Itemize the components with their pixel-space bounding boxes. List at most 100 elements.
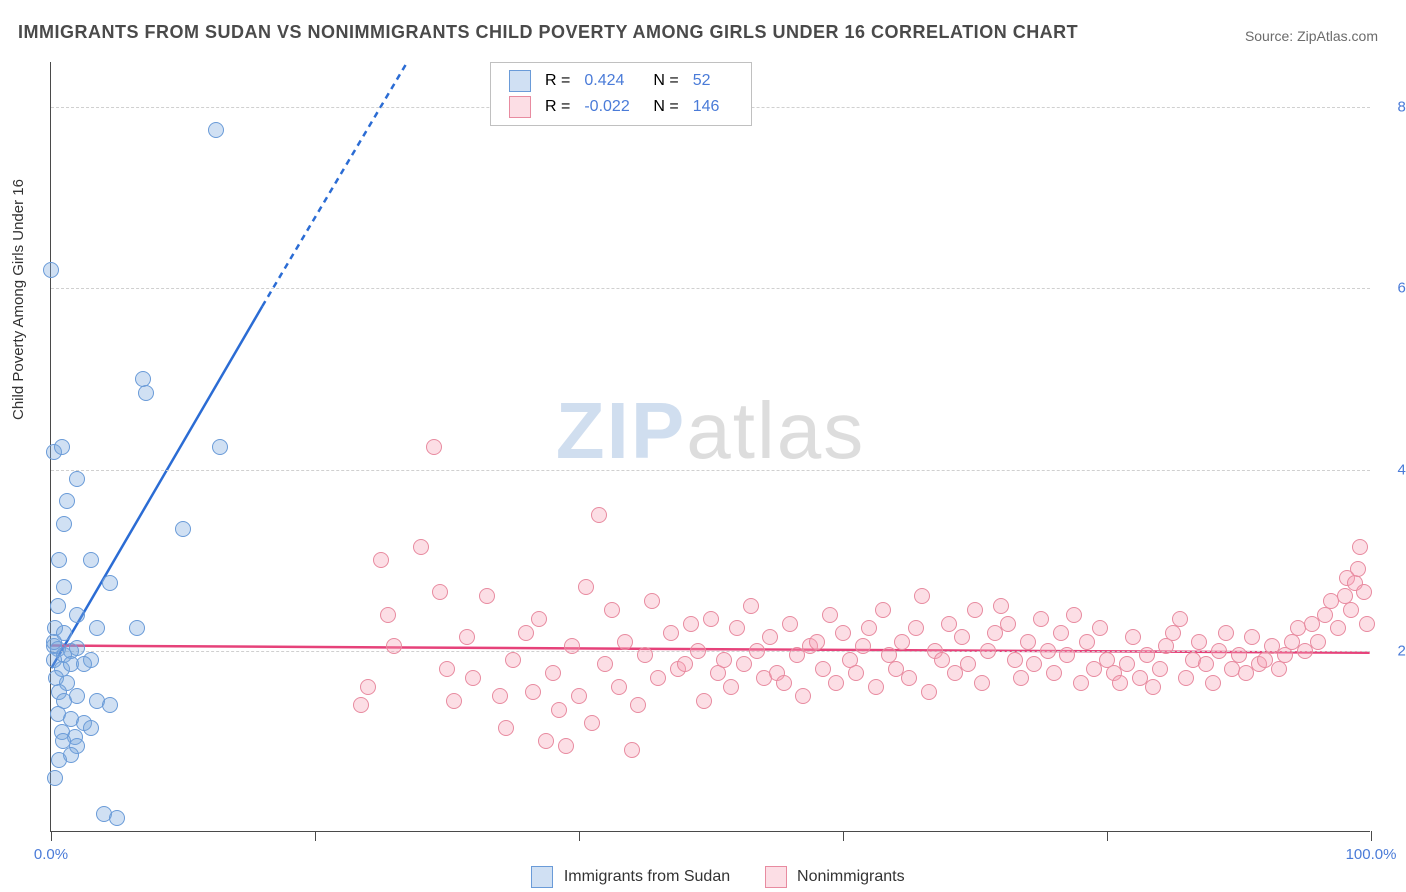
data-point — [1139, 647, 1155, 663]
x-tick — [315, 831, 316, 841]
data-point — [736, 656, 752, 672]
data-point — [432, 584, 448, 600]
series-legend: Immigrants from Sudan Nonimmigrants — [0, 866, 1406, 888]
data-point — [749, 643, 765, 659]
data-point — [175, 521, 191, 537]
data-point — [743, 598, 759, 614]
data-point — [637, 647, 653, 663]
data-point — [373, 552, 389, 568]
data-point — [1040, 643, 1056, 659]
data-point — [1000, 616, 1016, 632]
legend-r-label: R = — [539, 69, 576, 93]
y-tick-label: 20.0% — [1380, 642, 1406, 659]
data-point — [46, 634, 62, 650]
y-tick-label: 40.0% — [1380, 461, 1406, 478]
data-point — [1119, 656, 1135, 672]
data-point — [782, 616, 798, 632]
watermark-zip: ZIP — [556, 386, 686, 475]
gridline — [51, 470, 1370, 471]
data-point — [1244, 629, 1260, 645]
data-point — [56, 579, 72, 595]
data-point — [498, 720, 514, 736]
data-point — [591, 507, 607, 523]
data-point — [941, 616, 957, 632]
data-point — [683, 616, 699, 632]
y-tick-label: 80.0% — [1380, 99, 1406, 116]
data-point — [835, 625, 851, 641]
data-point — [828, 675, 844, 691]
data-point — [644, 593, 660, 609]
x-tick — [1371, 831, 1372, 841]
data-point — [1231, 647, 1247, 663]
data-point — [663, 625, 679, 641]
data-point — [822, 607, 838, 623]
data-point — [1092, 620, 1108, 636]
data-point — [604, 602, 620, 618]
data-point — [809, 634, 825, 650]
legend-n-value-2: 146 — [687, 95, 739, 119]
data-point — [875, 602, 891, 618]
data-point — [439, 661, 455, 677]
correlation-legend: R = 0.424 N = 52 R = -0.022 N = 146 — [490, 62, 752, 126]
data-point — [1013, 670, 1029, 686]
legend-label-series2: Nonimmigrants — [797, 868, 905, 885]
data-point — [69, 607, 85, 623]
data-point — [921, 684, 937, 700]
data-point — [630, 697, 646, 713]
data-point — [386, 638, 402, 654]
x-tick-label: 100.0% — [1346, 846, 1397, 863]
data-point — [1033, 611, 1049, 627]
data-point — [848, 665, 864, 681]
data-point — [584, 715, 600, 731]
data-point — [102, 697, 118, 713]
data-point — [208, 122, 224, 138]
data-point — [729, 620, 745, 636]
data-point — [855, 638, 871, 654]
data-point — [1191, 634, 1207, 650]
data-point — [908, 620, 924, 636]
legend-label-series1: Immigrants from Sudan — [564, 868, 730, 885]
gridline — [51, 288, 1370, 289]
data-point — [59, 493, 75, 509]
swatch-series1 — [509, 70, 531, 92]
data-point — [1053, 625, 1069, 641]
data-point — [50, 598, 66, 614]
data-point — [1352, 539, 1368, 555]
data-point — [1172, 611, 1188, 627]
x-tick — [579, 831, 580, 841]
watermark: ZIPatlas — [556, 385, 865, 477]
legend-row-series1: R = 0.424 N = 52 — [503, 69, 739, 93]
data-point — [954, 629, 970, 645]
plot-area: ZIPatlas 20.0%40.0%60.0%80.0%0.0%100.0% — [50, 62, 1370, 832]
legend-n-label: N = — [647, 95, 684, 119]
data-point — [974, 675, 990, 691]
data-point — [650, 670, 666, 686]
data-point — [1356, 584, 1372, 600]
data-point — [54, 439, 70, 455]
data-point — [1218, 625, 1234, 641]
data-point — [1046, 665, 1062, 681]
data-point — [538, 733, 554, 749]
data-point — [465, 670, 481, 686]
data-point — [109, 810, 125, 826]
data-point — [129, 620, 145, 636]
data-point — [505, 652, 521, 668]
data-point — [624, 742, 640, 758]
data-point — [564, 638, 580, 654]
legend-r-value-2: -0.022 — [578, 95, 645, 119]
data-point — [518, 625, 534, 641]
data-point — [413, 539, 429, 555]
data-point — [716, 652, 732, 668]
data-point — [43, 262, 59, 278]
data-point — [967, 602, 983, 618]
data-point — [76, 656, 92, 672]
data-point — [1007, 652, 1023, 668]
x-tick — [843, 831, 844, 841]
data-point — [1359, 616, 1375, 632]
y-tick-label: 60.0% — [1380, 280, 1406, 297]
data-point — [380, 607, 396, 623]
legend-row-series2: R = -0.022 N = 146 — [503, 95, 739, 119]
data-point — [138, 385, 154, 401]
data-point — [723, 679, 739, 695]
data-point — [83, 552, 99, 568]
